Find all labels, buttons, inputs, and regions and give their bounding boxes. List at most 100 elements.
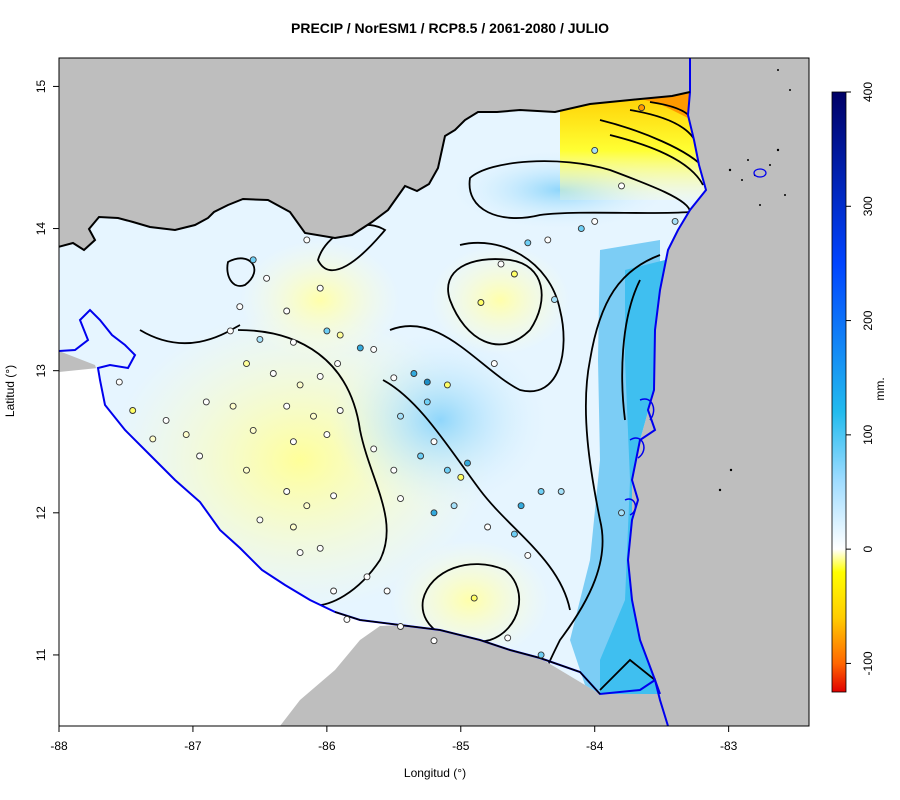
costa-rica-border <box>334 611 601 695</box>
station-marker <box>443 381 451 389</box>
lagoon-coast-detail <box>624 398 655 516</box>
station-marker <box>397 412 404 420</box>
station-marker <box>490 360 498 368</box>
costa-rica-land <box>280 625 670 726</box>
colorbar-tick-label: 200 <box>861 310 875 330</box>
station-marker <box>537 651 545 659</box>
station-marker <box>618 509 625 517</box>
station-marker <box>336 407 344 414</box>
colorbar-tick-label: 300 <box>861 196 875 216</box>
station-marker <box>243 466 250 474</box>
station-marker <box>263 274 271 282</box>
y-tick-label: 15 <box>34 79 48 93</box>
station-marker <box>162 416 170 424</box>
station-marker <box>450 502 458 510</box>
station-marker <box>423 378 431 386</box>
station-marker <box>289 438 297 446</box>
wet-anomaly-center <box>330 330 550 510</box>
caribbean-coastline <box>626 58 708 695</box>
station-marker <box>202 398 210 406</box>
y-tick-label: 12 <box>34 506 48 520</box>
station-marker <box>334 360 342 368</box>
station-marker <box>243 360 250 368</box>
station-marker <box>149 435 157 443</box>
colorbar-tick-label: 100 <box>861 425 875 445</box>
station-marker <box>249 426 257 434</box>
caribbean-islets <box>718 69 791 492</box>
station-marker <box>310 412 317 420</box>
honduras-border <box>59 91 691 252</box>
station-marker <box>129 407 137 414</box>
station-marker <box>363 573 371 581</box>
station-marker <box>517 502 525 510</box>
station-marker <box>249 256 257 264</box>
station-marker <box>182 431 190 439</box>
station-marker <box>236 303 244 311</box>
colorbar-tick-label: 400 <box>861 82 875 102</box>
islet-shape <box>753 168 767 178</box>
x-tick-label: -87 <box>184 739 202 753</box>
station-marker <box>591 217 599 225</box>
x-tick-label: -83 <box>720 739 738 753</box>
station-marker <box>544 236 552 244</box>
station-marker <box>370 445 378 453</box>
station-marker <box>316 544 324 552</box>
station-marker <box>510 530 518 538</box>
station-marker <box>591 146 599 154</box>
plot-frame <box>58 57 810 727</box>
station-marker <box>638 104 646 112</box>
station-marker <box>330 492 338 500</box>
dry-anomaly-north <box>240 240 400 360</box>
station-marker <box>323 431 331 439</box>
station-marker <box>671 217 679 225</box>
axis-ticks: -88 -87 -86 -85 -84 -83 11 12 13 14 15 <box>34 79 738 753</box>
station-marker <box>229 402 237 410</box>
station-marker <box>336 331 344 339</box>
colorbar-tick-label: -100 <box>861 651 875 675</box>
station-marker <box>443 466 451 474</box>
station-marker <box>397 495 404 503</box>
station-marker <box>430 509 438 517</box>
station-markers <box>115 104 679 659</box>
x-tick-label: -88 <box>50 739 68 753</box>
station-marker <box>457 473 465 481</box>
honduras-land <box>59 58 690 250</box>
station-marker <box>423 398 431 406</box>
station-marker <box>316 284 324 292</box>
station-marker <box>497 260 505 268</box>
station-marker <box>477 299 485 306</box>
station-marker <box>256 335 264 343</box>
station-marker <box>390 466 398 474</box>
station-marker <box>370 345 378 353</box>
station-marker <box>289 338 297 346</box>
station-marker <box>356 344 364 352</box>
station-marker <box>283 307 291 315</box>
station-marker <box>296 381 304 389</box>
colorbar-tick-label: 0 <box>861 545 875 552</box>
station-marker <box>256 516 264 524</box>
x-tick-label: -85 <box>452 739 470 753</box>
station-marker <box>390 374 398 382</box>
x-axis-label: Longitud (°) <box>403 766 467 780</box>
station-marker <box>269 370 277 377</box>
station-marker <box>410 370 418 377</box>
station-marker <box>484 523 492 531</box>
y-tick-label: 13 <box>34 364 48 378</box>
station-marker <box>464 459 471 467</box>
station-marker <box>524 239 532 247</box>
x-tick-label: -84 <box>586 739 604 753</box>
station-marker <box>330 587 338 595</box>
station-marker <box>283 402 291 410</box>
station-marker <box>510 270 518 278</box>
station-marker <box>316 372 324 380</box>
colorbar-ticks: -100 0 100 200 300 400 <box>846 82 875 675</box>
station-marker <box>226 327 234 335</box>
station-marker <box>524 551 532 559</box>
station-marker <box>430 637 438 645</box>
station-marker <box>196 452 204 460</box>
station-marker <box>323 327 331 335</box>
station-marker <box>283 488 291 495</box>
station-marker <box>397 623 404 630</box>
colorbar <box>831 91 847 693</box>
